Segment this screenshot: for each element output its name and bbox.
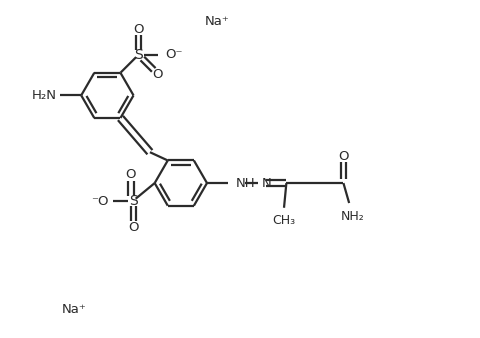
Text: ⁻O: ⁻O [91, 195, 108, 208]
Text: O: O [125, 169, 136, 182]
Text: Na⁺: Na⁺ [61, 303, 86, 316]
Text: S: S [129, 194, 137, 208]
Text: Na⁺: Na⁺ [204, 15, 228, 28]
Text: NH: NH [236, 176, 255, 190]
Text: O⁻: O⁻ [165, 48, 182, 61]
Text: NH₂: NH₂ [340, 210, 364, 223]
Text: H₂N: H₂N [31, 89, 56, 102]
Text: N: N [261, 176, 271, 190]
Text: O: O [337, 150, 348, 163]
Text: O: O [152, 68, 162, 81]
Text: CH₃: CH₃ [272, 214, 295, 227]
Text: O: O [133, 23, 144, 35]
Text: S: S [134, 48, 143, 62]
Text: O: O [128, 221, 138, 234]
